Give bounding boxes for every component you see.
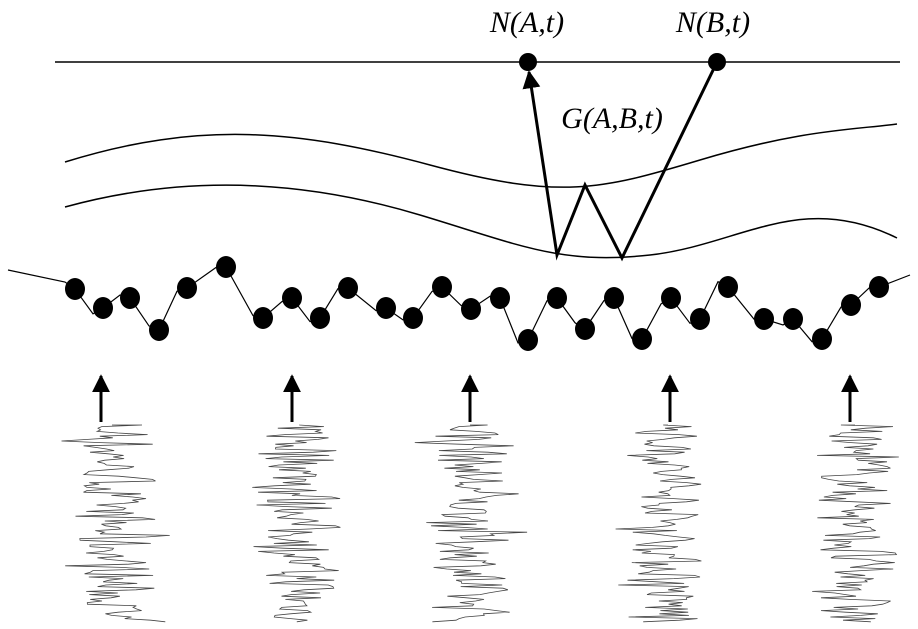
label: G(A,B,t): [561, 102, 663, 135]
noise-source: [604, 287, 624, 309]
label: N(A,t): [489, 6, 564, 39]
noise-layer: [7, 256, 911, 623]
noise-waveform: [252, 424, 341, 623]
noise-source: [575, 318, 595, 340]
noise-source: [253, 307, 273, 329]
noise-source: [661, 287, 681, 309]
noise-source: [149, 319, 169, 341]
noise-source: [869, 276, 889, 298]
noise-source: [461, 298, 481, 320]
layer-boundary: [64, 184, 898, 259]
noise-source: [812, 328, 832, 350]
label: N(B,t): [675, 6, 750, 39]
noise-source: [65, 278, 85, 300]
noise-source: [282, 287, 302, 309]
noise-source: [518, 329, 538, 351]
noise-source: [432, 276, 452, 298]
noise-source: [376, 297, 396, 319]
noise-source: [754, 308, 774, 330]
noise-waveform: [414, 424, 528, 623]
noise-source: [690, 308, 710, 330]
noise-waveform: [615, 424, 702, 623]
noise-waveform: [61, 424, 170, 623]
noise-source: [718, 276, 738, 298]
noise-source: [216, 256, 236, 278]
ray-path: [522, 61, 719, 262]
station-dot: [519, 53, 537, 71]
noise-source: [120, 287, 140, 309]
noise-source: [841, 294, 861, 316]
station-dot: [708, 53, 726, 71]
noise-source: [547, 287, 567, 309]
noise-source: [177, 277, 197, 299]
noise-source: [632, 328, 652, 350]
noise-source: [338, 277, 358, 299]
noise-waveform: [812, 424, 899, 623]
noise-source: [403, 307, 423, 329]
surface-trace: [7, 266, 911, 344]
noise-source: [93, 297, 113, 319]
layer-boundary: [64, 123, 898, 188]
noise-source: [783, 308, 803, 330]
noise-source: [490, 287, 510, 309]
noise-source: [310, 307, 330, 329]
